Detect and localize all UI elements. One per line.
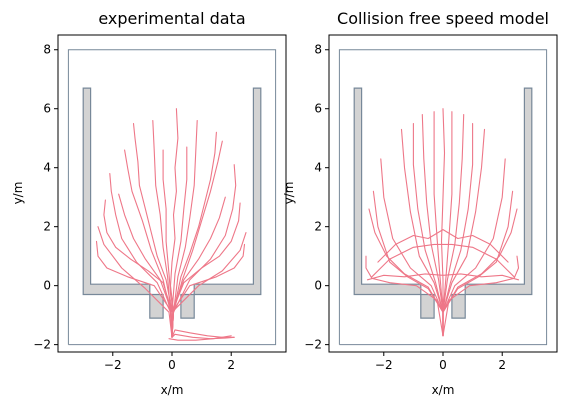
subplot-collision-free: Collision free speed model x/m y/m	[282, 9, 558, 397]
trajectory-line	[171, 329, 235, 338]
trajectory-line	[171, 232, 247, 338]
y-tick-label: −2	[33, 338, 51, 352]
plot-title-collision-free: Collision free speed model	[337, 9, 549, 28]
x-axis-label-collision-free: x/m	[432, 383, 455, 397]
y-tick-label: 4	[314, 161, 322, 175]
y-tick-label: 6	[314, 102, 322, 116]
room-boundary	[67, 49, 277, 346]
x-tick-label: 0	[168, 358, 176, 372]
trajectory-line	[168, 335, 232, 341]
wall-obstacle-right	[451, 87, 533, 319]
trajectory-line	[365, 255, 444, 337]
x-tick-label: 2	[227, 358, 235, 372]
y-axis-label-collision-free: y/m	[282, 182, 296, 205]
plot-layer-collision-free	[338, 49, 548, 346]
trajectory-line	[97, 226, 173, 338]
trajectory-line	[371, 243, 515, 278]
x-axis-label-experimental: x/m	[161, 383, 184, 397]
y-tick-label: 8	[43, 43, 51, 57]
trajectory-line	[442, 111, 453, 337]
x-tick-label: −2	[375, 358, 393, 372]
trajectory-line	[118, 193, 173, 338]
trajectory-line	[169, 108, 179, 338]
trajectory-line	[171, 333, 235, 340]
y-tick-label: 6	[43, 102, 51, 116]
axis-ticks-collision-free: −2 0 2 −2 0 2 4 6 8	[304, 43, 506, 372]
trajectory-line	[103, 199, 173, 338]
axes-frame-experimental	[57, 34, 287, 353]
y-tick-label: 2	[43, 220, 51, 234]
trajectory-line	[124, 149, 173, 338]
y-tick-label: 0	[43, 279, 51, 293]
y-tick-label: −2	[304, 338, 322, 352]
trajectory-line	[377, 229, 509, 263]
plot-layer-experimental	[67, 49, 277, 346]
axis-ticks-experimental: −2 0 2 −2 0 2 4 6 8	[33, 43, 235, 372]
y-tick-label: 2	[314, 220, 322, 234]
y-tick-label: 0	[314, 279, 322, 293]
x-tick-label: 0	[439, 358, 447, 372]
wall-obstacle-right	[180, 87, 262, 319]
subplot-experimental: experimental data x/m y/m	[11, 9, 287, 397]
y-tick-label: 8	[314, 43, 322, 57]
trajectory-line	[366, 273, 520, 281]
wall-obstacle-left	[353, 87, 435, 319]
x-tick-label: 2	[498, 358, 506, 372]
room-boundary	[338, 49, 548, 346]
trajectory-line	[442, 255, 520, 337]
plot-title-experimental: experimental data	[98, 9, 245, 28]
y-tick-label: 4	[43, 161, 51, 175]
x-tick-label: −2	[104, 358, 122, 372]
y-axis-label-experimental: y/m	[11, 182, 25, 205]
trajectory-line	[171, 140, 223, 338]
wall-obstacle-left	[82, 87, 164, 319]
